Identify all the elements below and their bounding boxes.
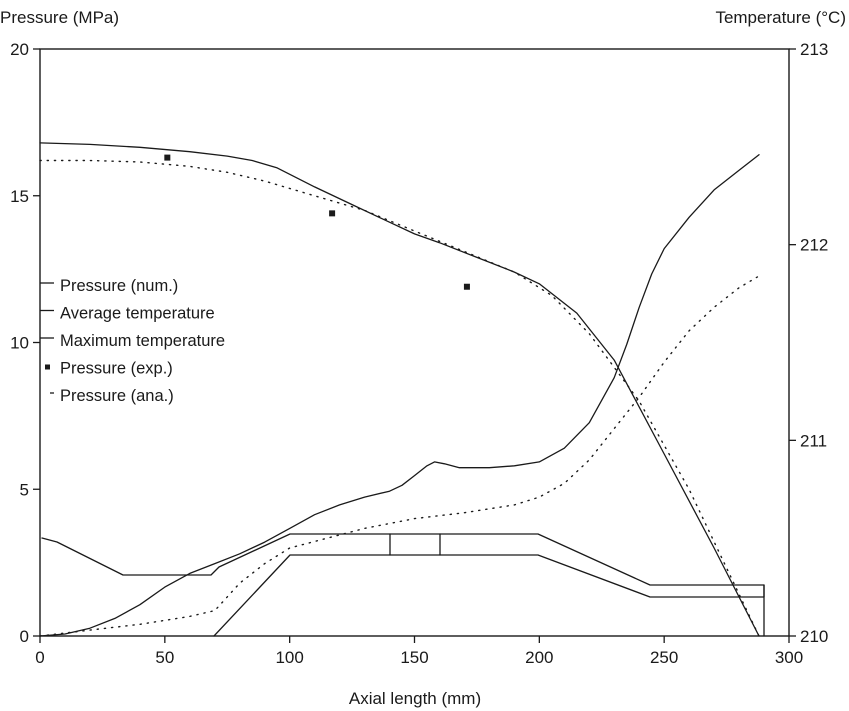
y2-tick-label: 213	[800, 40, 828, 59]
y-tick-label: 10	[10, 334, 29, 353]
legend-label: Maximum temperature	[60, 332, 225, 350]
y2-tick-label: 211	[800, 431, 827, 450]
legend-marker	[45, 364, 50, 370]
x-tick-label: 300	[775, 648, 803, 667]
legend-label: Pressure (ana.)	[60, 387, 174, 405]
geometry-outer-wall	[41, 533, 765, 637]
y-tick-label: 15	[10, 187, 29, 206]
x-tick-label: 0	[35, 648, 44, 667]
nozzle-geometry	[41, 533, 765, 637]
x-axis-title: Axial length (mm)	[349, 689, 481, 708]
legend-label: Pressure (exp.)	[60, 360, 173, 378]
legend: Pressure (num.) Average temperature Maximu…	[40, 277, 225, 405]
y-ticks-right: 210 211 212 213	[789, 40, 828, 646]
x-tick-label: 250	[650, 648, 678, 667]
y-axis-title-right: Temperature (°C)	[715, 8, 846, 27]
x-tick-label: 150	[400, 648, 428, 667]
y2-tick-label: 210	[800, 627, 828, 646]
y-tick-label: 5	[20, 480, 29, 499]
x-tick-label: 100	[275, 648, 303, 667]
series-line-pressure-num	[39, 142, 760, 637]
x-tick-label: 50	[155, 648, 174, 667]
series-line-maximum-temperature	[39, 154, 760, 637]
data-point-pressure-exp	[329, 210, 336, 217]
y-tick-label: 0	[20, 627, 29, 646]
y-axis-title-left: Pressure (MPa)	[0, 8, 119, 27]
y-ticks-left: 0 5 10 15 20	[10, 40, 40, 646]
x-tick-label: 200	[525, 648, 553, 667]
x-ticks: 0 50 100 150 200 250 300	[35, 636, 803, 667]
y-tick-label: 20	[10, 40, 29, 59]
legend-label: Pressure (num.)	[60, 277, 178, 295]
series-line-average-temperature	[39, 275, 760, 637]
data-point-pressure-exp	[463, 283, 470, 290]
data-point-pressure-exp	[164, 154, 171, 161]
y2-tick-label: 212	[800, 236, 828, 255]
legend-label: Average temperature	[60, 305, 215, 323]
series-layer	[39, 142, 760, 637]
